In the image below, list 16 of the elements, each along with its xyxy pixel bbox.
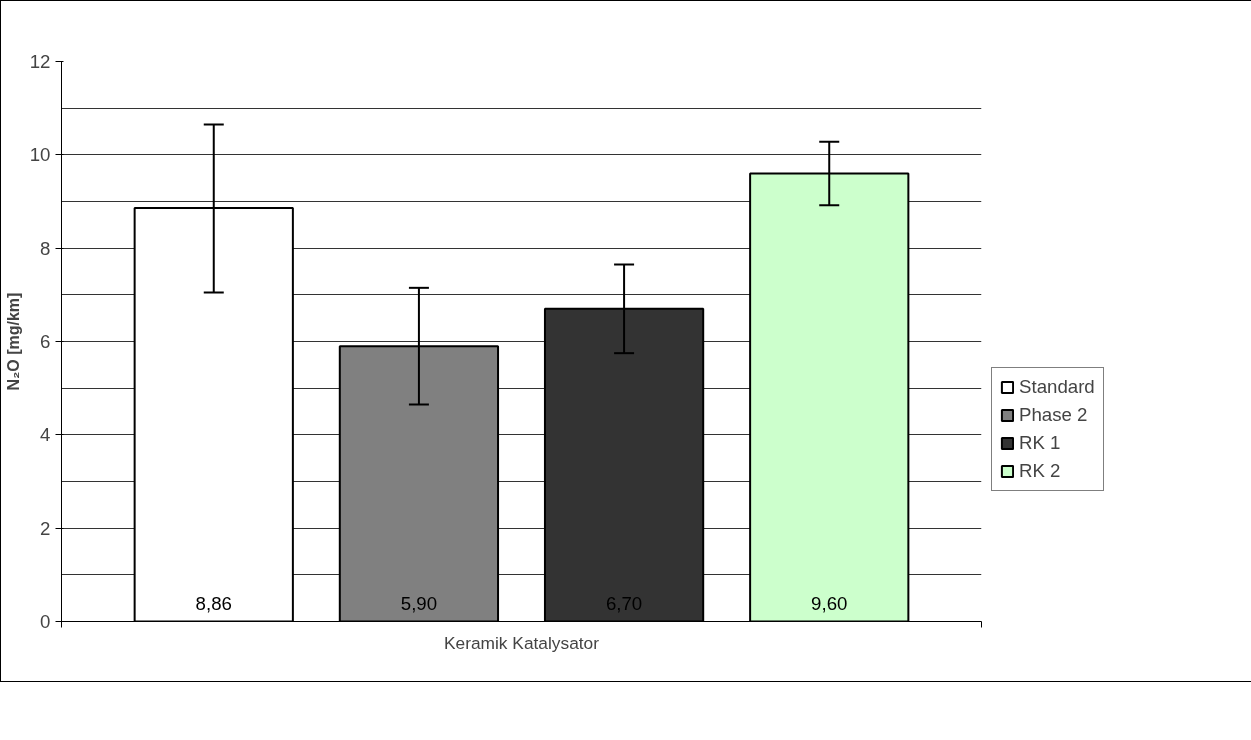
y-tick-label: 10 (29, 144, 51, 166)
data-label: 8,86 (195, 592, 232, 614)
data-label: 5,90 (400, 592, 438, 614)
y-tick-label: 0 (40, 611, 51, 632)
y-tick-label: 2 (40, 517, 51, 539)
x-axis-title: Keramik Katalysator (443, 632, 600, 653)
y-tick-label: 8 (40, 237, 51, 259)
y-tick-label: 6 (40, 331, 51, 352)
y-tick-label: 4 (40, 424, 51, 446)
data-label: 9,60 (811, 592, 848, 614)
legend-label: RK 1 (1019, 432, 1061, 454)
y-tick-label: 12 (29, 51, 51, 72)
legend-label: Standard (1019, 376, 1095, 398)
legend-label: Phase 2 (1019, 404, 1088, 426)
legend-label: RK 2 (1019, 460, 1061, 482)
y-axis-title: N₂O [mg/km] (4, 292, 22, 391)
